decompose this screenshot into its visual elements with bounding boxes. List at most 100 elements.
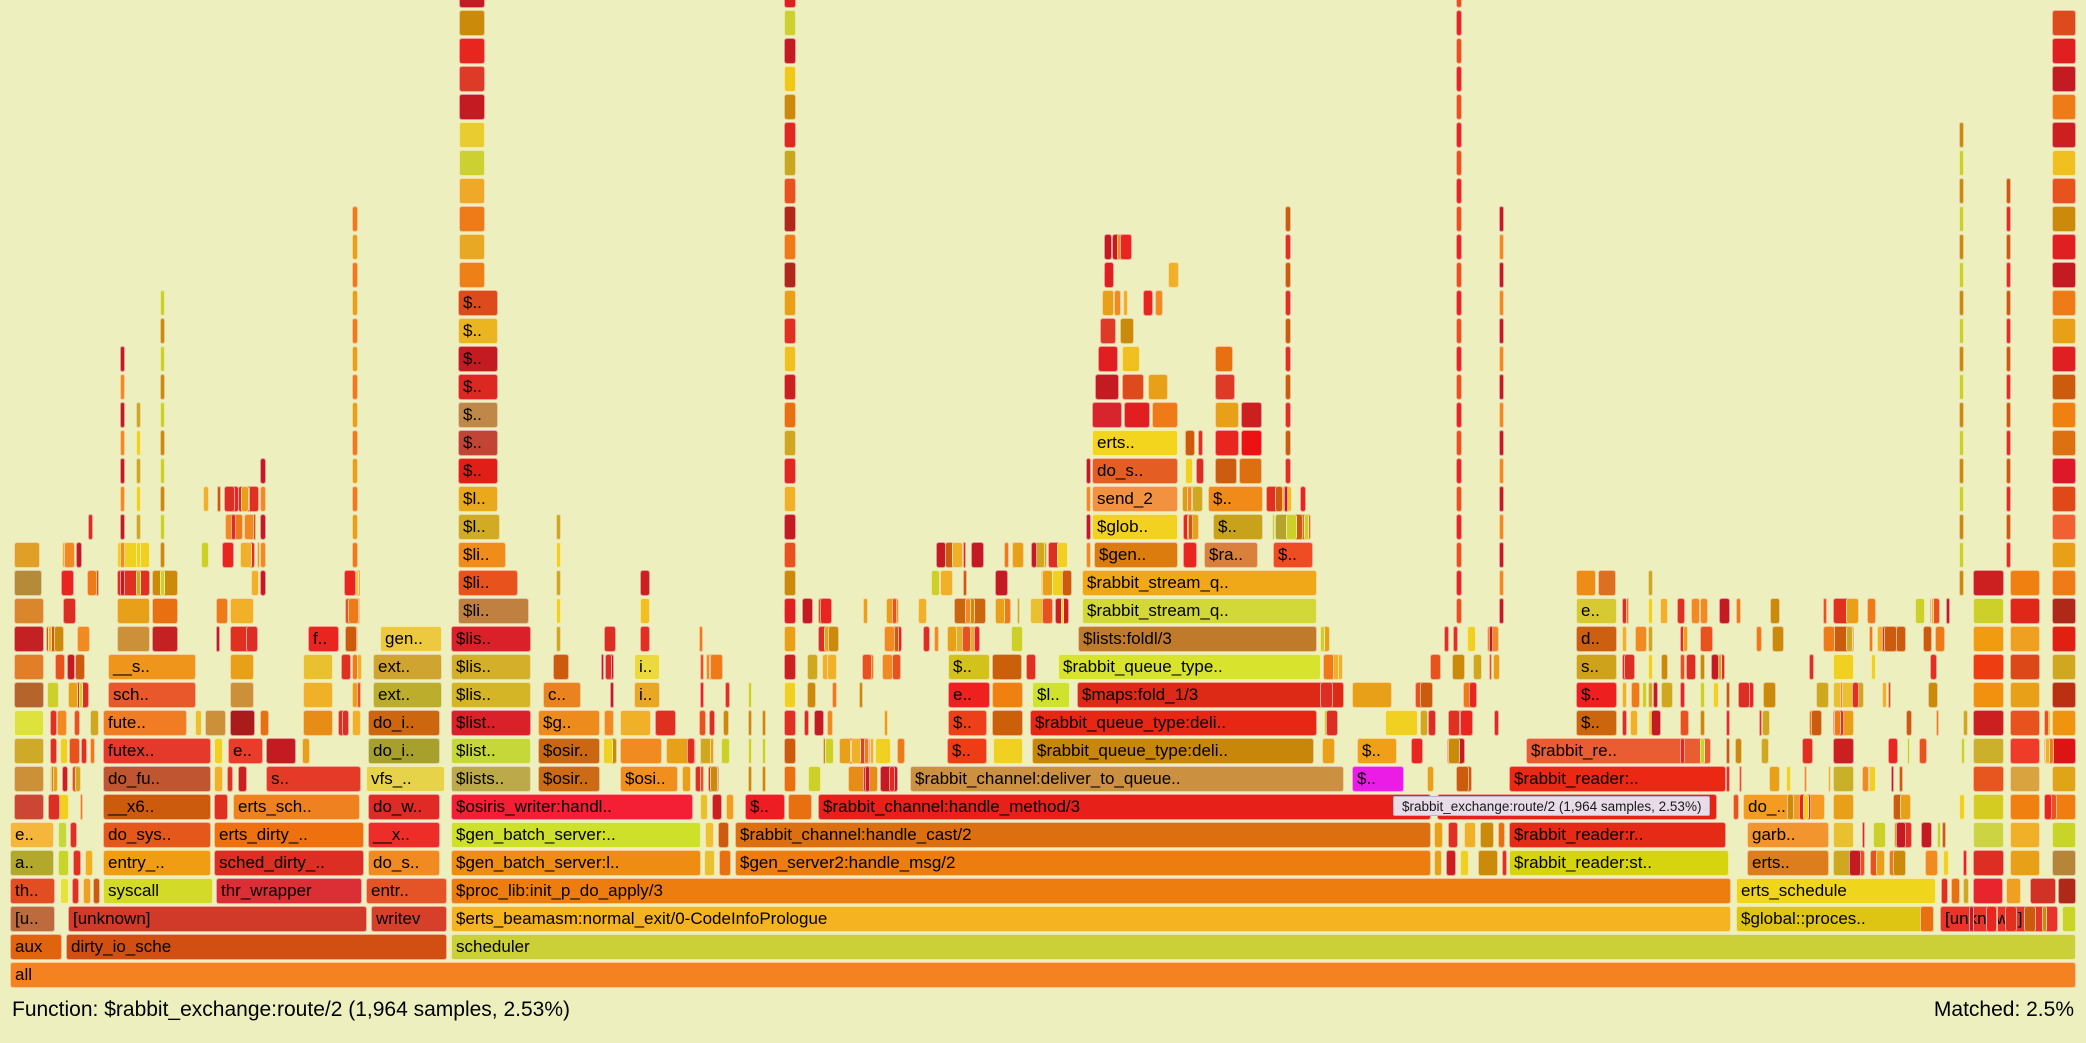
flame-frame[interactable] (892, 654, 901, 680)
flame-frame[interactable] (1959, 122, 1964, 148)
flame-frame[interactable]: do_i.. (368, 738, 440, 764)
flame-frame[interactable] (971, 542, 984, 568)
flame-frame[interactable] (1869, 626, 1873, 652)
flame-frame[interactable] (784, 514, 796, 540)
flame-frame[interactable] (1896, 626, 1906, 652)
flame-frame[interactable] (1464, 822, 1476, 848)
flame-frame[interactable] (1499, 598, 1504, 624)
flame-frame[interactable] (2044, 710, 2049, 736)
flame-frame[interactable] (1959, 374, 1964, 400)
flame-frame[interactable] (80, 794, 83, 820)
flame-frame[interactable] (1622, 682, 1627, 708)
flame-frame[interactable] (205, 710, 226, 736)
flame-frame[interactable]: $.. (458, 430, 498, 456)
flame-frame[interactable] (1959, 150, 1964, 176)
flame-frame[interactable] (1452, 654, 1465, 680)
flame-frame[interactable] (2052, 346, 2076, 372)
flame-frame[interactable]: $.. (745, 794, 785, 820)
flame-frame[interactable]: ext.. (373, 682, 442, 708)
flame-frame[interactable] (784, 0, 796, 8)
flame-frame[interactable]: [u.. (10, 906, 55, 932)
flame-frame[interactable] (784, 542, 796, 568)
flame-frame[interactable] (1285, 234, 1291, 260)
flame-frame[interactable] (1444, 626, 1449, 652)
flame-frame[interactable] (784, 346, 796, 372)
flame-frame[interactable] (152, 626, 178, 652)
flame-frame[interactable] (784, 38, 796, 64)
flame-frame[interactable] (865, 766, 870, 792)
flame-frame[interactable] (1906, 710, 1912, 736)
flame-frame[interactable] (2010, 822, 2040, 848)
flame-frame[interactable] (1973, 794, 2004, 820)
flame-frame[interactable] (892, 598, 897, 624)
flame-frame[interactable] (1935, 626, 1945, 652)
flame-frame[interactable] (620, 710, 651, 736)
flame-frame[interactable] (1123, 290, 1128, 316)
flame-frame[interactable] (1739, 766, 1742, 792)
flame-frame[interactable] (1031, 542, 1037, 568)
flame-frame[interactable] (72, 878, 79, 904)
flame-frame[interactable] (1973, 878, 2003, 904)
flame-frame[interactable] (748, 766, 752, 792)
flame-frame[interactable] (1456, 234, 1462, 260)
flame-frame[interactable]: erts.. (1092, 430, 1178, 456)
flame-frame[interactable] (963, 570, 967, 596)
flame-frame[interactable] (640, 598, 650, 624)
flame-frame[interactable] (1648, 682, 1653, 708)
flame-frame[interactable] (1456, 458, 1462, 484)
flame-frame[interactable] (1198, 430, 1203, 456)
flame-frame[interactable] (2052, 290, 2076, 316)
flame-frame[interactable] (1499, 570, 1504, 596)
flame-frame[interactable] (863, 598, 868, 624)
flame-frame[interactable] (784, 66, 796, 92)
flame-frame[interactable] (1320, 682, 1333, 708)
flame-frame[interactable] (1323, 654, 1334, 680)
flame-frame[interactable]: do_s.. (368, 850, 440, 876)
flame-frame[interactable] (1456, 290, 1462, 316)
flame-frame[interactable] (699, 626, 703, 652)
flame-frame[interactable] (2052, 38, 2076, 64)
flame-frame[interactable] (1456, 374, 1462, 400)
flame-frame[interactable] (14, 542, 40, 568)
flame-frame[interactable] (1833, 738, 1854, 764)
flame-frame[interactable] (1726, 766, 1730, 792)
flame-frame[interactable] (2052, 542, 2076, 568)
flame-frame[interactable] (604, 626, 616, 652)
flame-frame[interactable] (352, 290, 358, 316)
flame-frame[interactable] (1816, 682, 1829, 708)
flame-frame[interactable]: erts_sch.. (233, 794, 360, 820)
flame-frame[interactable] (784, 150, 796, 176)
flame-frame[interactable] (201, 542, 209, 568)
flame-frame[interactable] (1489, 626, 1493, 652)
flame-frame[interactable] (2006, 318, 2011, 344)
flame-frame[interactable] (700, 654, 704, 680)
flame-frame[interactable] (1456, 542, 1462, 568)
flame-frame[interactable]: $rabbit_channel:deliver_to_queue.. (910, 766, 1344, 792)
flame-frame[interactable] (2010, 682, 2040, 708)
flame-frame[interactable] (1809, 654, 1814, 680)
flame-frame[interactable] (1420, 710, 1428, 736)
flame-frame[interactable] (1959, 206, 1964, 232)
flame-frame[interactable] (870, 738, 874, 764)
flame-frame[interactable] (67, 654, 75, 680)
flame-frame[interactable] (1973, 654, 2004, 680)
flame-frame[interactable] (875, 738, 891, 764)
flame-frame[interactable] (2052, 598, 2076, 624)
flame-frame[interactable] (700, 682, 704, 708)
flame-frame[interactable] (1448, 738, 1460, 764)
flame-frame[interactable] (227, 766, 233, 792)
flame-frame[interactable] (1285, 290, 1291, 316)
flame-frame[interactable] (1499, 234, 1504, 260)
flame-frame[interactable] (1849, 850, 1861, 876)
flame-frame[interactable] (1963, 878, 1969, 904)
flame-frame[interactable]: $.. (948, 710, 987, 736)
flame-frame[interactable] (1187, 486, 1192, 512)
flame-frame[interactable] (1691, 598, 1700, 624)
flame-frame[interactable] (1456, 0, 1462, 8)
flame-frame[interactable] (1738, 682, 1750, 708)
flame-frame[interactable] (699, 710, 706, 736)
flame-frame[interactable] (79, 682, 83, 708)
flame-frame[interactable] (940, 570, 953, 596)
flame-frame[interactable] (260, 458, 266, 484)
flame-frame[interactable] (894, 626, 899, 652)
